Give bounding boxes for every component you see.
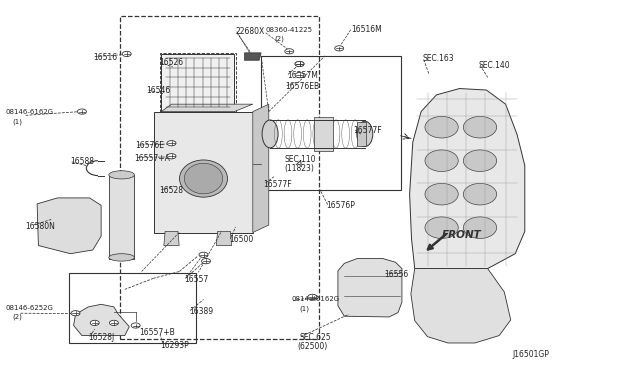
- Text: 16528: 16528: [159, 186, 183, 195]
- Text: 22680X: 22680X: [236, 27, 265, 36]
- Text: 16500: 16500: [229, 235, 253, 244]
- Polygon shape: [109, 175, 134, 259]
- Text: 16516: 16516: [93, 53, 117, 62]
- Ellipse shape: [109, 171, 134, 179]
- Text: (2): (2): [13, 314, 22, 320]
- Text: FRONT: FRONT: [442, 230, 481, 240]
- Circle shape: [335, 46, 344, 51]
- Polygon shape: [338, 259, 402, 317]
- Circle shape: [308, 294, 317, 299]
- Circle shape: [167, 154, 176, 159]
- Polygon shape: [216, 231, 232, 246]
- Polygon shape: [161, 104, 253, 112]
- Ellipse shape: [425, 150, 458, 171]
- Ellipse shape: [463, 116, 497, 138]
- Text: 16556: 16556: [384, 270, 408, 279]
- Text: SEC.110: SEC.110: [284, 155, 316, 164]
- Circle shape: [285, 49, 294, 54]
- Ellipse shape: [425, 116, 458, 138]
- Text: (2): (2): [274, 36, 284, 42]
- Circle shape: [202, 259, 211, 264]
- Text: 16516M: 16516M: [351, 25, 381, 34]
- Text: 16580N: 16580N: [26, 222, 56, 231]
- Text: 16577F: 16577F: [353, 126, 382, 135]
- Text: 16389: 16389: [189, 307, 213, 316]
- Circle shape: [309, 295, 318, 300]
- Circle shape: [71, 311, 80, 316]
- Polygon shape: [411, 269, 511, 343]
- Text: SEC.625: SEC.625: [300, 333, 331, 342]
- Text: 08360-41225: 08360-41225: [266, 27, 312, 33]
- Circle shape: [109, 320, 118, 326]
- Circle shape: [295, 61, 304, 67]
- Circle shape: [295, 61, 304, 67]
- Text: J16501GP: J16501GP: [512, 350, 549, 359]
- Text: 16526: 16526: [159, 58, 183, 67]
- Circle shape: [167, 141, 176, 146]
- Ellipse shape: [463, 150, 497, 171]
- Text: 16576E: 16576E: [136, 141, 164, 150]
- Polygon shape: [314, 117, 333, 151]
- Text: 16577F: 16577F: [264, 180, 292, 189]
- Circle shape: [122, 51, 131, 57]
- Text: 08146-6162G: 08146-6162G: [291, 296, 339, 302]
- Circle shape: [77, 109, 86, 114]
- Ellipse shape: [425, 183, 458, 205]
- Polygon shape: [357, 122, 366, 146]
- Circle shape: [295, 73, 304, 78]
- Text: 08146-6162G: 08146-6162G: [5, 109, 53, 115]
- Polygon shape: [253, 104, 269, 232]
- Text: (1): (1): [300, 305, 310, 312]
- Polygon shape: [37, 198, 101, 254]
- Text: 16576EB: 16576EB: [285, 82, 319, 91]
- Text: (1): (1): [13, 119, 23, 125]
- Ellipse shape: [463, 183, 497, 205]
- Text: SEC.140: SEC.140: [479, 61, 510, 70]
- Ellipse shape: [463, 217, 497, 238]
- Text: 16546: 16546: [146, 86, 170, 94]
- Text: 16557: 16557: [184, 275, 209, 283]
- Polygon shape: [164, 231, 179, 246]
- Polygon shape: [244, 53, 261, 60]
- Text: 16576P: 16576P: [326, 201, 355, 210]
- Circle shape: [199, 252, 208, 257]
- Ellipse shape: [425, 217, 458, 238]
- Text: 16557M: 16557M: [287, 71, 317, 80]
- Text: 08146-6252G: 08146-6252G: [5, 305, 53, 311]
- Circle shape: [90, 320, 99, 326]
- Ellipse shape: [109, 254, 134, 261]
- Text: 16528J: 16528J: [88, 333, 115, 342]
- Ellipse shape: [262, 120, 278, 148]
- Polygon shape: [161, 54, 234, 112]
- Text: 16557+B: 16557+B: [140, 328, 175, 337]
- Text: (11823): (11823): [284, 164, 314, 173]
- Polygon shape: [410, 89, 525, 269]
- Text: 16588: 16588: [70, 157, 95, 166]
- Circle shape: [131, 323, 140, 328]
- Text: (62500): (62500): [298, 342, 328, 351]
- Polygon shape: [74, 304, 129, 336]
- Text: SEC.163: SEC.163: [422, 54, 454, 63]
- Ellipse shape: [184, 163, 223, 194]
- Ellipse shape: [179, 160, 228, 197]
- Polygon shape: [154, 112, 253, 232]
- Text: 16293P: 16293P: [160, 341, 189, 350]
- Ellipse shape: [357, 121, 372, 147]
- Text: 16557+A: 16557+A: [134, 154, 170, 163]
